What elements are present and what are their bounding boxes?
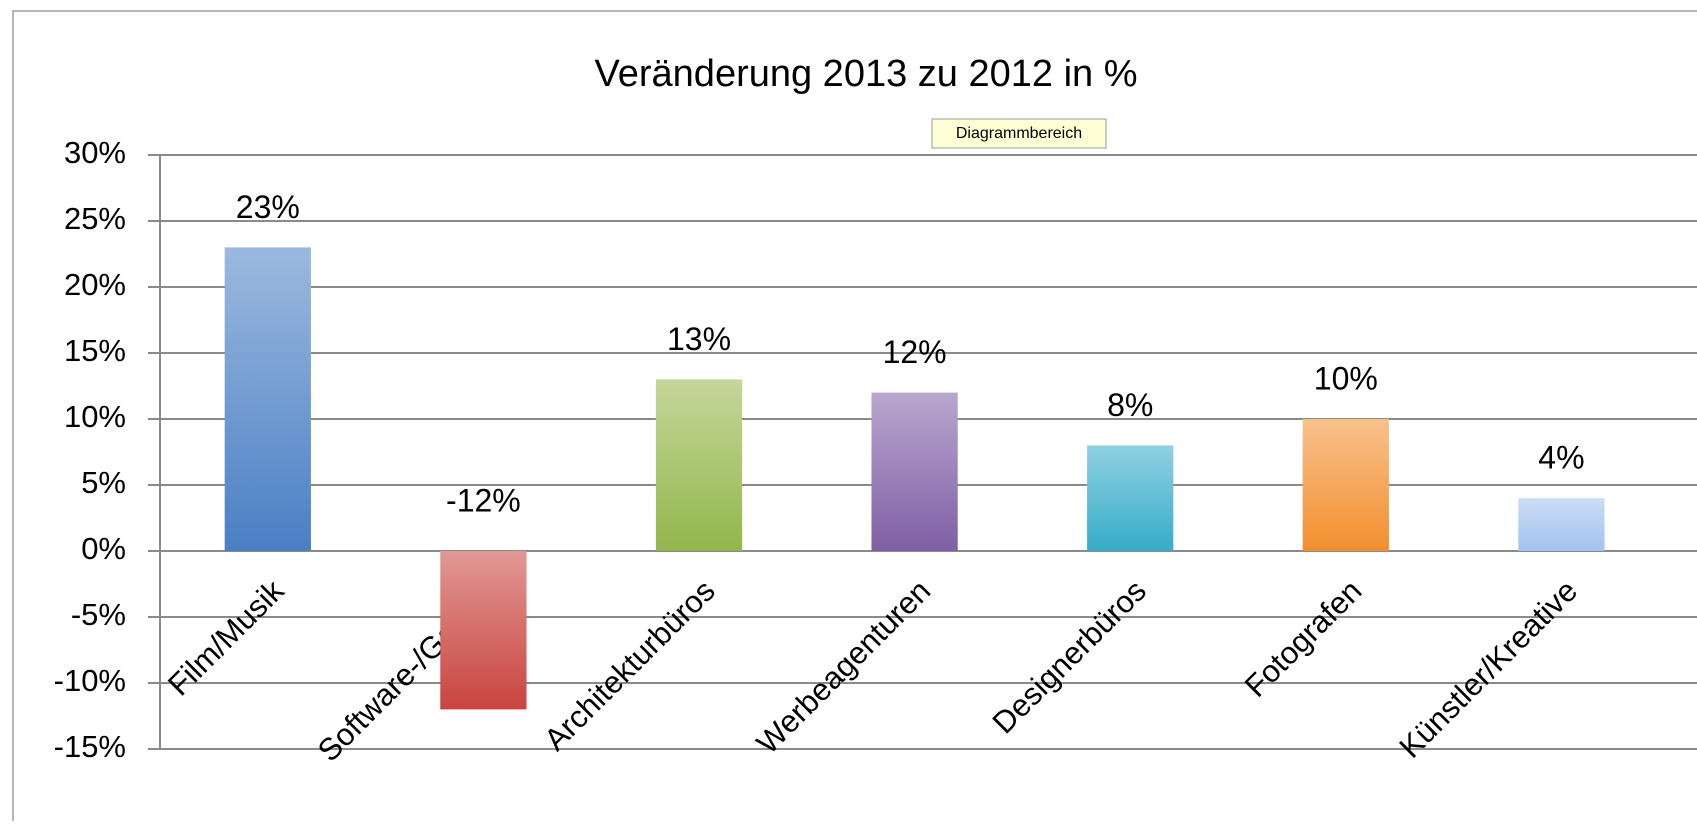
y-tick-label: -10% [54, 663, 126, 698]
data-label: 13% [667, 321, 731, 357]
data-label: 12% [883, 334, 947, 370]
y-tick-label: -15% [54, 729, 126, 764]
data-label: 4% [1538, 440, 1584, 476]
data-label: 23% [236, 189, 300, 225]
chart-title: Veränderung 2013 zu 2012 in % [595, 53, 1138, 95]
y-tick-label: 0% [81, 531, 126, 566]
data-label: 10% [1314, 360, 1378, 396]
data-label: -12% [446, 482, 521, 518]
bar [655, 379, 743, 551]
y-tick-label: 5% [81, 465, 126, 500]
bar [1087, 445, 1174, 551]
data-label: 8% [1107, 387, 1153, 423]
y-tick-label: -5% [71, 597, 126, 632]
y-tick-label: 25% [64, 201, 126, 236]
bar [440, 551, 527, 710]
bar [871, 392, 958, 551]
bar [224, 247, 311, 551]
bar [1302, 419, 1389, 551]
y-tick-label: 10% [64, 399, 126, 434]
bar [1518, 498, 1605, 551]
y-tick-label: 15% [64, 333, 126, 368]
tooltip: Diagrammbereich [956, 125, 1082, 142]
y-tick-label: 20% [64, 267, 126, 302]
y-tick-label: 30% [64, 135, 126, 170]
tooltip-box [931, 118, 1107, 149]
